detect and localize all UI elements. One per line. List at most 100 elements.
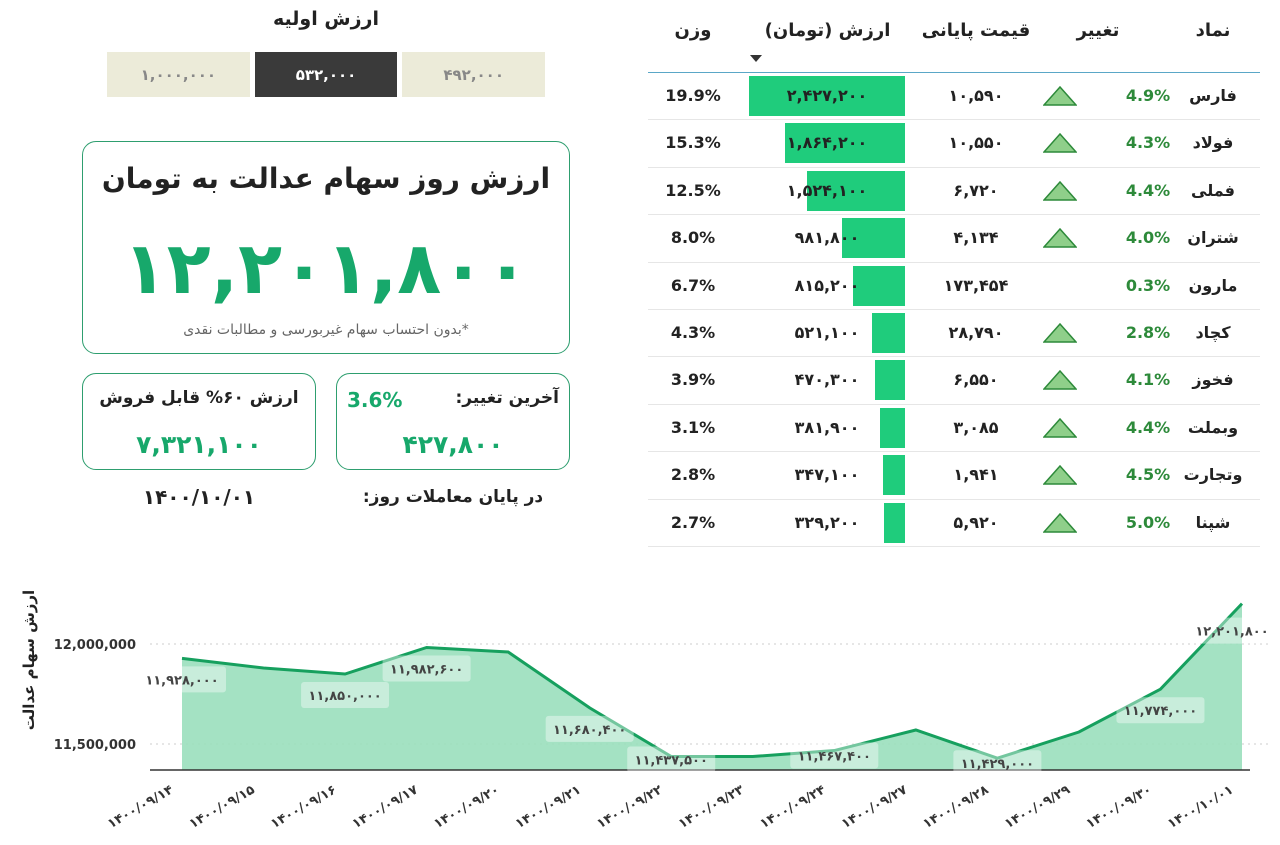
row-value: ۱,۵۲۴,۱۰۰ bbox=[749, 168, 905, 214]
table-row[interactable]: فولاد 4.3% ۱۰,۵۵۰ ۱,۸۶۴,۲۰۰ 15.3% bbox=[648, 120, 1260, 168]
value-bar bbox=[880, 407, 905, 448]
x-tick-label: ۱۴۰۰/۰۹/۳۰ bbox=[1084, 782, 1155, 831]
point-label: ۱۱,۹۸۲,۶۰۰ bbox=[390, 662, 463, 677]
value-bar bbox=[872, 312, 905, 353]
main-value-card: ارزش روز سهام عدالت به تومان ۱۲,۲۰۱,۸۰۰ … bbox=[82, 141, 570, 354]
point-label-bg bbox=[138, 666, 226, 693]
value-bar bbox=[853, 265, 905, 306]
table-row[interactable]: وبملت 4.4% ۳,۰۸۵ ۳۸۱,۹۰۰ 3.1% bbox=[648, 405, 1260, 453]
value-bar bbox=[749, 76, 905, 116]
sellable-value-label: ارزش ۶۰% قابل فروش bbox=[99, 388, 299, 408]
x-tick-label: ۱۴۰۰/۰۹/۱۶ bbox=[268, 782, 339, 831]
table-row[interactable]: فملی 4.4% ۶,۷۲۰ ۱,۵۲۴,۱۰۰ 12.5% bbox=[648, 168, 1260, 216]
header-value[interactable]: ارزش (تومان) bbox=[764, 20, 891, 41]
row-symbol[interactable]: کچاد bbox=[1195, 322, 1231, 342]
initial-option-1[interactable]: ۵۳۲,۰۰۰ bbox=[254, 52, 398, 97]
row-change: 0.3% bbox=[1125, 275, 1171, 295]
point-label-bg bbox=[382, 655, 471, 682]
table-row[interactable]: شتران 4.0% ۴,۱۳۴ ۹۸۱,۸۰۰ 8.0% bbox=[648, 215, 1260, 263]
value-bar bbox=[883, 455, 905, 496]
up-triangle-icon bbox=[1043, 417, 1077, 438]
row-price: ۵,۹۲۰ bbox=[953, 512, 999, 532]
row-symbol[interactable]: فخوز bbox=[1192, 370, 1234, 390]
x-tick-label: ۱۴۰۰/۰۹/۱۵ bbox=[187, 782, 258, 832]
row-value: ۳۸۱,۹۰۰ bbox=[749, 405, 905, 451]
row-price: ۱۷۳,۴۵۴ bbox=[943, 275, 1009, 295]
row-value-text: ۳۸۱,۹۰۰ bbox=[794, 417, 860, 437]
up-triangle-icon bbox=[1043, 180, 1077, 201]
row-change: 4.4% bbox=[1125, 417, 1171, 437]
header-price[interactable]: قیمت پایانی bbox=[921, 20, 1031, 41]
row-value-text: ۲,۴۲۷,۲۰۰ bbox=[786, 86, 868, 105]
value-history-chart: 11,500,000 12,000,000 ۱۱,۹۲۸,۰۰۰ ۱۱,۸۵۰,۰۰۰… bbox=[20, 590, 1276, 832]
table-row[interactable]: شپنا 5.0% ۵,۹۲۰ ۳۲۹,۲۰۰ 2.7% bbox=[648, 500, 1260, 547]
point-label-bg bbox=[301, 682, 390, 708]
initial-value-title: ارزش اولیه bbox=[273, 8, 379, 30]
header-change[interactable]: تغییر bbox=[1076, 20, 1120, 41]
up-triangle-icon bbox=[1043, 370, 1077, 391]
header-weight[interactable]: وزن bbox=[674, 20, 712, 41]
row-value-text: ۴۷۰,۳۰۰ bbox=[794, 370, 860, 390]
row-price: ۱,۹۴۱ bbox=[953, 465, 999, 485]
row-weight: 3.1% bbox=[670, 417, 716, 437]
row-weight: 19.9% bbox=[665, 86, 721, 105]
row-change: 4.9% bbox=[1125, 86, 1171, 105]
row-symbol[interactable]: وبملت bbox=[1187, 417, 1239, 437]
header-symbol[interactable]: نماد bbox=[1195, 20, 1231, 41]
x-tick-label: ۱۴۰۰/۰۹/۲۷ bbox=[839, 782, 910, 832]
x-tick-label: ۱۴۰۰/۰۹/۲۹ bbox=[1002, 782, 1073, 832]
row-weight: 2.8% bbox=[670, 465, 716, 485]
initial-option-0[interactable]: ۱,۰۰۰,۰۰۰ bbox=[107, 52, 250, 97]
x-tick-label: ۱۴۰۰/۰۹/۲۱ bbox=[513, 782, 584, 831]
table-body: فارس 4.9% ۱۰,۵۹۰ ۲,۴۲۷,۲۰۰ 19.9% فولاد 4.3% ۱۰,… bbox=[648, 73, 1260, 547]
point-label: ۱۱,۹۲۸,۰۰۰ bbox=[145, 673, 218, 688]
y-tick-label: 12,000,000 bbox=[54, 638, 136, 653]
table-header: نماد تغییر قیمت پایانی ارزش (تومان) وزن bbox=[648, 0, 1260, 73]
row-symbol[interactable]: شتران bbox=[1187, 228, 1239, 248]
x-tick-label: ۱۴۰۰/۰۹/۲۴ bbox=[758, 782, 829, 832]
x-tick-label: ۱۴۰۰/۰۹/۲۰ bbox=[431, 782, 502, 831]
row-value: ۲,۴۲۷,۲۰۰ bbox=[749, 73, 905, 119]
y-axis-label: ارزش سهام عدالت bbox=[20, 590, 38, 730]
row-weight: 4.3% bbox=[670, 322, 716, 342]
row-price: ۶,۵۵۰ bbox=[953, 370, 999, 390]
row-symbol[interactable]: وتجارت bbox=[1183, 465, 1243, 485]
up-triangle-icon bbox=[1043, 276, 1077, 296]
row-change: 4.0% bbox=[1125, 228, 1171, 248]
row-symbol[interactable]: فارس bbox=[1189, 86, 1237, 105]
row-change: 4.4% bbox=[1125, 180, 1171, 200]
row-value: ۸۱۵,۲۰۰ bbox=[749, 263, 905, 309]
trading-date: ۱۴۰۰/۱۰/۰۱ bbox=[142, 485, 256, 509]
x-tick-label: ۱۴۰۰/۰۹/۱۷ bbox=[350, 782, 421, 832]
initial-option-2[interactable]: ۴۹۲,۰۰۰ bbox=[402, 52, 546, 97]
point-label-bg bbox=[953, 750, 1042, 777]
row-value: ۳۲۹,۲۰۰ bbox=[749, 500, 905, 546]
x-tick-label: ۱۴۰۰/۰۹/۱۴ bbox=[105, 782, 176, 832]
point-label-bg bbox=[1116, 697, 1205, 724]
table-row[interactable]: فخوز 4.1% ۶,۵۵۰ ۴۷۰,۳۰۰ 3.9% bbox=[648, 357, 1260, 405]
row-symbol[interactable]: شپنا bbox=[1195, 512, 1231, 532]
row-symbol[interactable]: فملی bbox=[1191, 180, 1235, 200]
initial-value-selector: ۱,۰۰۰,۰۰۰ ۵۳۲,۰۰۰ ۴۹۲,۰۰۰ bbox=[107, 52, 546, 97]
table-row[interactable]: وتجارت 4.5% ۱,۹۴۱ ۳۴۷,۱۰۰ 2.8% bbox=[648, 452, 1260, 500]
x-tick-label: ۱۴۰۰/۰۹/۲۸ bbox=[921, 782, 992, 832]
point-label-bg bbox=[627, 746, 716, 773]
table-row[interactable]: فارس 4.9% ۱۰,۵۹۰ ۲,۴۲۷,۲۰۰ 19.9% bbox=[648, 73, 1260, 121]
point-label: ۱۱,۶۸۰,۴۰۰ bbox=[553, 723, 626, 738]
row-symbol[interactable]: مارون bbox=[1188, 275, 1238, 295]
last-change-label: آخرین تغییر: bbox=[455, 388, 560, 408]
sort-desc-icon[interactable] bbox=[750, 55, 762, 62]
row-price: ۱۰,۵۹۰ bbox=[948, 86, 1004, 105]
table-row[interactable]: کچاد 2.8% ۲۸,۷۹۰ ۵۲۱,۱۰۰ 4.3% bbox=[648, 310, 1260, 358]
value-bar bbox=[875, 360, 905, 401]
row-weight: 3.9% bbox=[670, 370, 716, 390]
main-value-title: ارزش روز سهام عدالت به تومان bbox=[101, 162, 551, 195]
point-label: ۱۱,۸۵۰,۰۰۰ bbox=[308, 689, 381, 704]
table-row[interactable]: مارون 0.3% ۱۷۳,۴۵۴ ۸۱۵,۲۰۰ 6.7% bbox=[648, 263, 1260, 310]
row-price: ۲۸,۷۹۰ bbox=[948, 322, 1004, 342]
point-label: ۱۲,۲۰۱,۸۰۰ bbox=[1195, 625, 1268, 640]
point-label-bg bbox=[1188, 617, 1276, 644]
row-value: ۱,۸۶۴,۲۰۰ bbox=[749, 120, 905, 166]
point-label-bg bbox=[790, 742, 879, 769]
row-symbol[interactable]: فولاد bbox=[1192, 133, 1234, 153]
